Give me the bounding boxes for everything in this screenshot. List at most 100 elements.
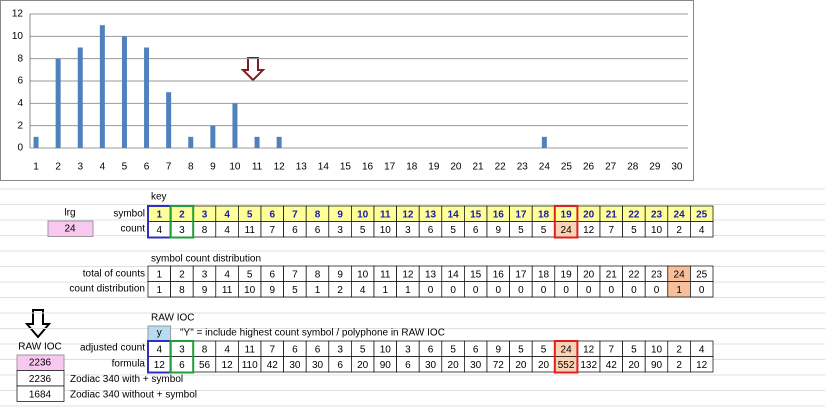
column-highlight [169, 205, 195, 239]
distribution-value: 8 [179, 285, 185, 296]
result-value: 1684 [29, 389, 52, 400]
distribution-value: 1 [315, 285, 321, 296]
formula-value: 90 [380, 360, 392, 371]
distribution-value: 2 [337, 285, 343, 296]
column-highlight [169, 340, 195, 374]
bar [33, 136, 39, 148]
adjusted-value: 2 [676, 344, 682, 355]
x-tick-label: 25 [561, 162, 573, 173]
left-arrow [24, 309, 52, 339]
symbol-value: 8 [315, 209, 321, 220]
x-tick-label: 17 [384, 162, 396, 173]
formula-value: 6 [405, 360, 411, 371]
formula-value: 30 [425, 360, 437, 371]
symbol-value: 6 [270, 209, 276, 220]
count-value: 8 [202, 225, 208, 236]
distribution-value: 0 [450, 285, 456, 296]
symbol-value: 19 [561, 209, 573, 220]
count-value: 4 [699, 225, 705, 236]
x-tick-label: 12 [274, 162, 286, 173]
count-value: 5 [450, 225, 456, 236]
x-tick-label: 30 [671, 162, 683, 173]
lrg-label: lrg [64, 208, 75, 219]
bar [144, 47, 150, 148]
bar [232, 103, 238, 148]
formula-value: 12 [154, 360, 166, 371]
formula-value: 72 [493, 360, 505, 371]
totals-value: 14 [448, 269, 460, 280]
adjusted-value: 10 [651, 344, 663, 355]
formula-value: 42 [606, 360, 618, 371]
x-tick-label: 29 [649, 162, 661, 173]
x-tick-label: 13 [296, 162, 308, 173]
y-tick-label: 0 [17, 143, 23, 154]
count-value: 10 [380, 225, 392, 236]
distribution-value: 1 [405, 285, 411, 296]
distribution-value: 0 [428, 285, 434, 296]
distribution-value: 0 [518, 285, 524, 296]
totals-value: 4 [224, 269, 230, 280]
y-tick-label: 8 [17, 53, 23, 64]
totals-value: 17 [515, 269, 527, 280]
x-tick-label: 9 [210, 162, 216, 173]
adjusted-value: 3 [337, 344, 343, 355]
distribution-cell [690, 281, 714, 298]
adjusted-value: 4 [699, 344, 705, 355]
totals-value: 7 [292, 269, 298, 280]
x-tick-label: 18 [406, 162, 418, 173]
distribution-value: 5 [292, 285, 298, 296]
formula-value: 12 [696, 360, 708, 371]
totals-value: 16 [493, 269, 505, 280]
formula-value: 56 [199, 360, 211, 371]
x-tick-label: 2 [55, 162, 61, 173]
count-value: 10 [651, 225, 663, 236]
totals-value: 20 [583, 269, 595, 280]
symbol-value: 16 [493, 209, 505, 220]
count-label: count [121, 224, 146, 235]
result-cell [16, 385, 65, 402]
totals-value: 11 [380, 269, 391, 280]
adjusted-value: 5 [631, 344, 637, 355]
bar [166, 92, 172, 148]
adjusted-value: 6 [473, 344, 479, 355]
formula-label: formula [112, 359, 146, 370]
formula-value: 6 [337, 360, 343, 371]
y-tick-label: 2 [17, 120, 23, 131]
dist-label: count distribution [69, 284, 145, 295]
count-value: 9 [496, 225, 502, 236]
column-highlight [553, 340, 579, 374]
x-tick-label: 26 [583, 162, 595, 173]
formula-value: 20 [357, 360, 369, 371]
x-tick-label: 22 [495, 162, 507, 173]
totals-value: 9 [337, 269, 343, 280]
totals-value: 24 [674, 269, 686, 280]
symbol-value: 17 [515, 209, 527, 220]
count-value: 5 [541, 225, 547, 236]
adjusted-value: 5 [541, 344, 547, 355]
count-value: 5 [518, 225, 524, 236]
count-value: 3 [405, 225, 411, 236]
symbol-value: 3 [202, 209, 208, 220]
formula-value: 110 [242, 360, 258, 371]
x-tick-label: 15 [340, 162, 352, 173]
totals-value: 12 [402, 269, 414, 280]
raw-ioc-value: 2236 [29, 358, 52, 369]
count-value: 5 [360, 225, 366, 236]
distribution-value: 9 [270, 285, 276, 296]
result-label: Zodiac 340 with + symbol [70, 374, 183, 385]
count-value: 6 [428, 225, 434, 236]
distribution-value: 4 [360, 285, 366, 296]
symbol-value: 10 [357, 209, 369, 220]
distribution-value: 0 [631, 285, 637, 296]
totals-value: 6 [270, 269, 276, 280]
totals-label: total of counts [83, 269, 145, 280]
bar [210, 125, 216, 148]
count-value: 7 [609, 225, 615, 236]
symbol-value: 7 [292, 209, 298, 220]
symbol-value: 22 [628, 209, 640, 220]
symbol-value: 18 [538, 209, 550, 220]
distribution-value: 0 [609, 285, 615, 296]
distribution-value: 0 [496, 285, 502, 296]
adjusted-value: 10 [380, 344, 392, 355]
x-tick-label: 28 [627, 162, 639, 173]
